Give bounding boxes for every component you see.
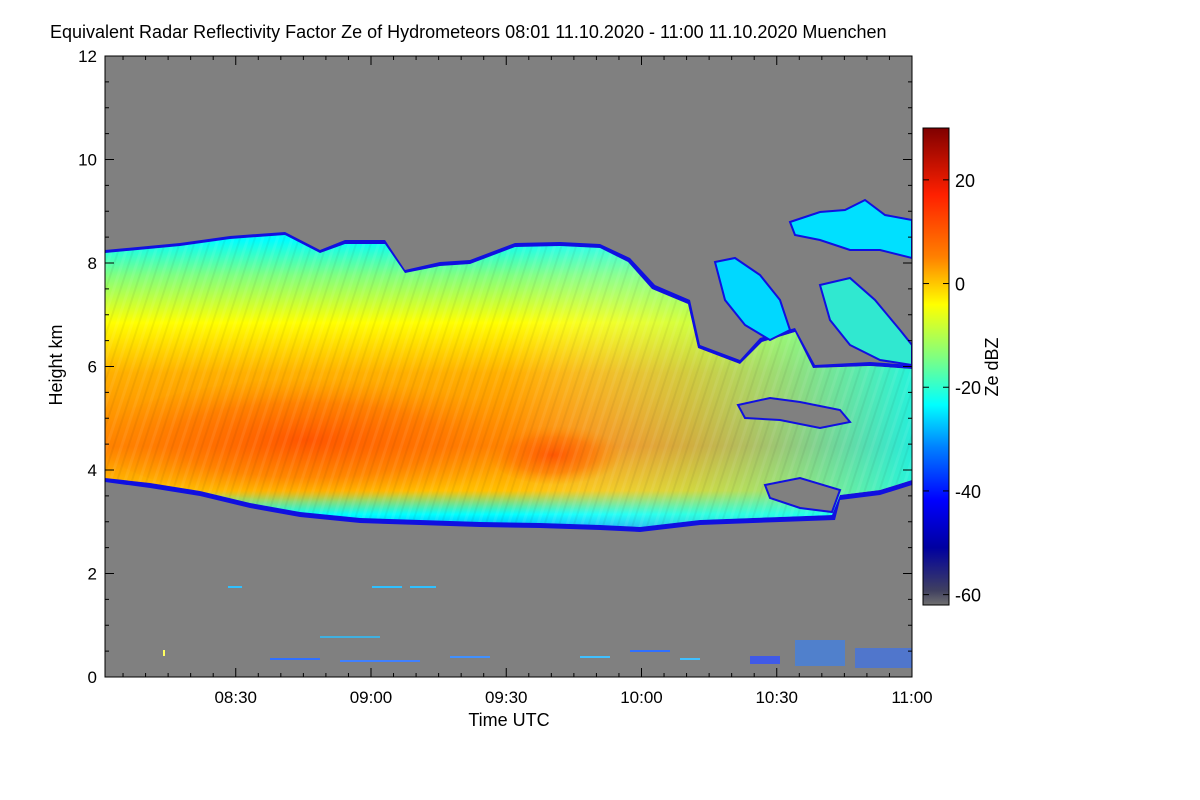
chart-title: Equivalent Radar Reflectivity Factor Ze … [50, 22, 887, 42]
colorbar-label: Ze dBZ [982, 337, 1002, 396]
cloud-fragment [713, 256, 792, 342]
colorbar-tick-label: -20 [955, 378, 981, 398]
y-tick-label: 2 [88, 565, 97, 584]
x-tick-label: 09:00 [350, 688, 393, 707]
y-tick-label: 12 [78, 47, 97, 66]
x-tick-label: 10:00 [620, 688, 663, 707]
y-tick-label: 8 [88, 254, 97, 273]
colorbar-ticks: 20 0 -20 -40 -60 [923, 171, 981, 606]
x-axis-label: Time UTC [468, 710, 549, 730]
colorbar-tick-label: 0 [955, 275, 965, 295]
colorbar [922, 127, 950, 606]
x-tick-label: 10:30 [755, 688, 798, 707]
y-tick-label: 10 [78, 151, 97, 170]
y-axis: 0 2 4 6 8 10 12 [78, 47, 912, 687]
colorbar-tick-label: -60 [955, 586, 981, 606]
colorbar-tick-label: 20 [955, 171, 975, 191]
cloud-gap [763, 476, 842, 514]
upper-cloud-patch [788, 198, 912, 260]
x-tick-label: 11:00 [891, 688, 932, 707]
reflectivity-field [105, 198, 912, 668]
y-tick-label: 6 [88, 358, 97, 377]
cloud-gap [736, 396, 852, 430]
fall-streaks [105, 235, 912, 527]
cloud-fragment [818, 276, 912, 367]
y-tick-label: 4 [88, 461, 97, 480]
x-axis: 08:30 09:00 09:30 10:00 10:30 11:00 [122, 56, 933, 707]
colorbar-tick-label: -40 [955, 482, 981, 502]
x-tick-label: 09:30 [485, 688, 528, 707]
y-tick-label: 0 [88, 668, 97, 687]
ground-clutter [163, 586, 912, 668]
x-tick-label: 08:30 [214, 688, 257, 707]
y-axis-label: Height km [46, 324, 66, 405]
